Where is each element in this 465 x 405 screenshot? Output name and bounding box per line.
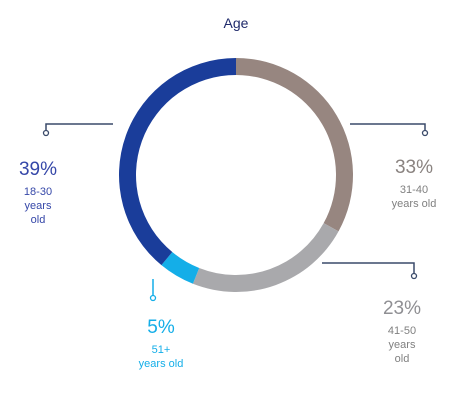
callout-dot-39pct [42, 129, 50, 137]
callout-dot-33pct [421, 129, 429, 137]
percent-label-39pct: 39% [19, 159, 57, 180]
donut-slice-33pct [236, 58, 353, 232]
percent-label-23pct: 23% [383, 298, 421, 319]
donut-slice-39pct [119, 58, 236, 266]
donut-slices [119, 58, 353, 292]
callout-dot-23pct [410, 272, 418, 280]
chart-title: Age [224, 15, 249, 31]
callout-dot-5pct [149, 294, 157, 302]
callout-line-23pct [322, 262, 415, 276]
callouts: 39% 18-30 years old 33% 31-40 years old 23% 41-5… [19, 123, 437, 370]
donut-slice-5pct [161, 252, 200, 284]
percent-label-33pct: 33% [395, 157, 433, 178]
callout-line-39pct [45, 123, 113, 133]
percent-label-5pct: 5% [147, 317, 175, 338]
category-label-39pct-line-1: 18-30 [24, 186, 52, 198]
callout-line-33pct [350, 123, 426, 133]
category-label-5pct-line-1: 51+ [152, 344, 171, 356]
category-label-39pct-line-2: years [25, 200, 52, 212]
category-label-23pct-line-3: old [395, 353, 410, 365]
category-label-23pct-line-1: 41-50 [388, 325, 416, 337]
category-label-23pct-line-2: years [389, 339, 416, 351]
category-label-33pct-line-2: years old [392, 198, 437, 210]
donut-slice-23pct [192, 223, 339, 292]
category-label-5pct-line-2: years old [139, 358, 184, 370]
category-label-39pct-line-3: old [31, 214, 46, 226]
category-label-33pct-line-1: 31-40 [400, 184, 428, 196]
